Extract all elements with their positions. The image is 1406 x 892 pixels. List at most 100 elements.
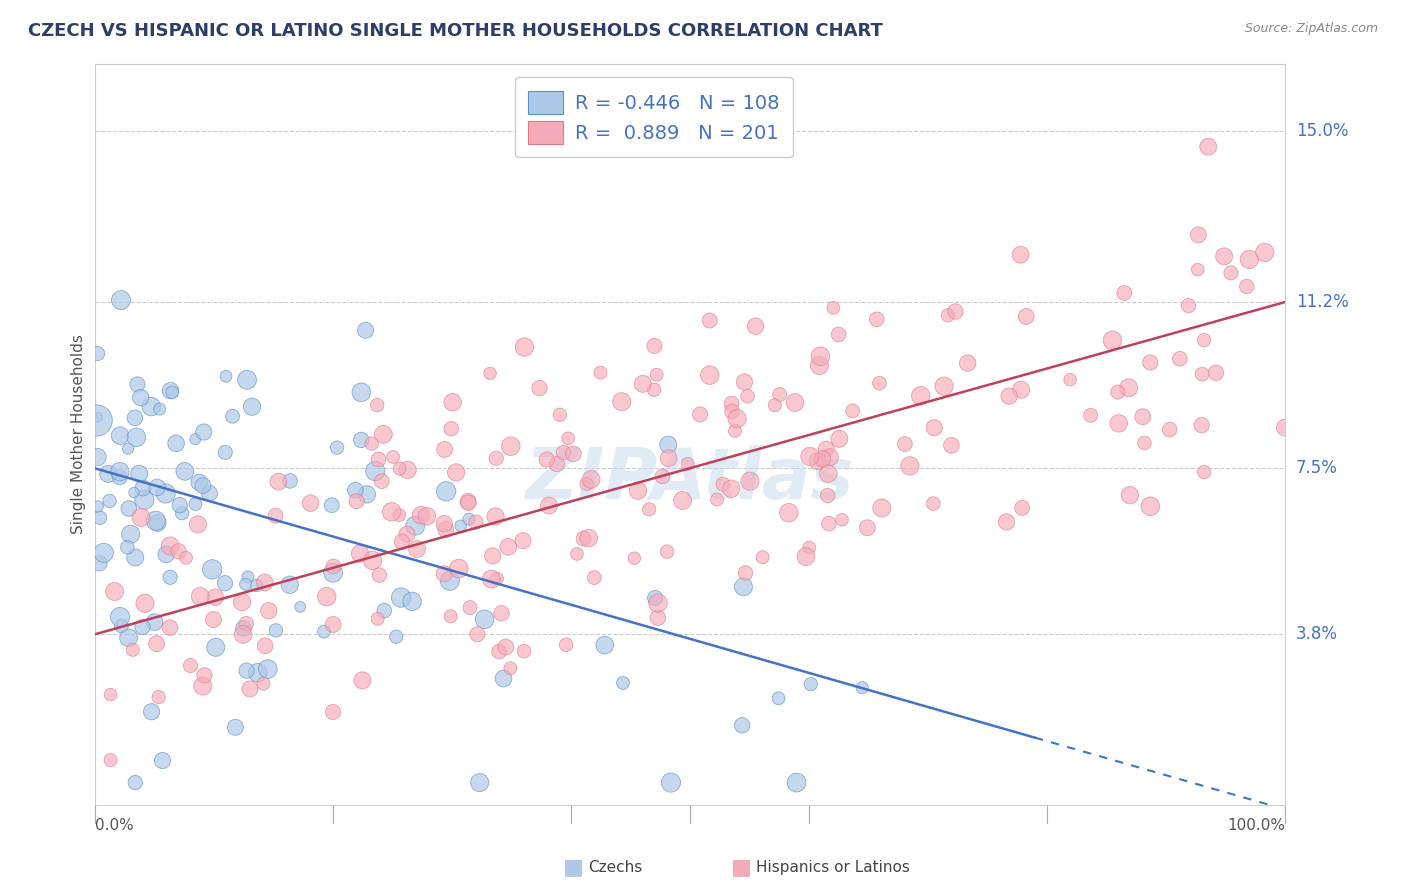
- Point: [382, 450, 405, 464]
- Point: [496, 540, 519, 554]
- Point: [481, 549, 503, 563]
- Point: [1010, 383, 1032, 397]
- Point: [778, 506, 800, 520]
- Point: [356, 487, 378, 501]
- Point: [179, 658, 201, 673]
- Point: [841, 404, 863, 418]
- Point: [371, 474, 394, 488]
- Point: [1219, 266, 1241, 280]
- Point: [406, 542, 429, 557]
- Point: [108, 428, 131, 442]
- Point: [441, 395, 464, 409]
- Point: [811, 451, 834, 466]
- Text: Hispanics or Latinos: Hispanics or Latinos: [756, 860, 910, 874]
- Point: [724, 424, 747, 438]
- Point: [655, 544, 678, 558]
- Point: [699, 313, 721, 327]
- Point: [141, 400, 163, 414]
- Point: [254, 639, 277, 653]
- Point: [100, 688, 122, 702]
- Point: [922, 421, 945, 435]
- Point: [738, 474, 761, 488]
- Point: [193, 425, 215, 439]
- Point: [731, 718, 754, 732]
- Point: [396, 463, 419, 477]
- Point: [350, 385, 373, 400]
- Point: [468, 775, 491, 789]
- Point: [172, 506, 194, 520]
- Point: [499, 661, 522, 675]
- Point: [191, 478, 214, 492]
- Point: [117, 631, 139, 645]
- Point: [721, 404, 744, 418]
- Point: [1274, 420, 1296, 434]
- Point: [484, 509, 506, 524]
- Point: [1187, 262, 1209, 277]
- Point: [149, 402, 172, 417]
- Point: [132, 481, 155, 495]
- Y-axis label: Single Mother Households: Single Mother Households: [72, 334, 86, 534]
- Point: [1059, 373, 1081, 387]
- Point: [720, 397, 742, 411]
- Point: [786, 775, 808, 789]
- Point: [93, 546, 115, 560]
- Point: [651, 469, 673, 483]
- Point: [86, 450, 108, 464]
- Point: [145, 514, 167, 528]
- Point: [264, 508, 287, 523]
- Point: [818, 516, 841, 531]
- Point: [1101, 334, 1123, 348]
- Point: [828, 432, 851, 446]
- Point: [464, 515, 486, 529]
- Point: [546, 457, 568, 471]
- Point: [1191, 418, 1213, 433]
- Point: [159, 570, 181, 584]
- Point: [578, 531, 600, 545]
- Point: [763, 398, 786, 412]
- Point: [401, 594, 423, 608]
- Point: [572, 532, 595, 546]
- Point: [1192, 333, 1215, 347]
- Point: [643, 339, 665, 353]
- Point: [827, 327, 849, 342]
- Point: [444, 466, 467, 480]
- Point: [433, 516, 456, 531]
- Point: [117, 540, 139, 554]
- Point: [128, 467, 150, 481]
- Point: [252, 676, 274, 690]
- Point: [118, 501, 141, 516]
- Point: [239, 681, 262, 696]
- Point: [108, 470, 131, 484]
- Point: [457, 496, 479, 510]
- Point: [373, 604, 395, 618]
- Point: [910, 389, 932, 403]
- Point: [388, 508, 411, 522]
- Point: [1177, 299, 1199, 313]
- Point: [232, 622, 254, 636]
- Point: [720, 482, 742, 496]
- Point: [322, 705, 344, 719]
- Point: [898, 458, 921, 473]
- Point: [174, 550, 197, 565]
- Point: [638, 502, 661, 516]
- Point: [932, 379, 955, 393]
- Point: [458, 512, 481, 526]
- Point: [145, 637, 167, 651]
- Point: [643, 383, 665, 397]
- Point: [346, 494, 368, 508]
- Point: [529, 381, 551, 395]
- Point: [257, 604, 280, 618]
- Point: [321, 498, 343, 512]
- Point: [1080, 409, 1102, 423]
- Point: [659, 775, 682, 789]
- Point: [1197, 139, 1219, 153]
- Point: [366, 398, 388, 412]
- Text: 15.0%: 15.0%: [1296, 122, 1348, 140]
- Point: [1213, 249, 1236, 263]
- Text: 11.2%: 11.2%: [1296, 293, 1348, 311]
- Point: [711, 477, 734, 491]
- Point: [562, 447, 585, 461]
- Point: [492, 672, 515, 686]
- Point: [733, 580, 755, 594]
- Point: [352, 673, 374, 688]
